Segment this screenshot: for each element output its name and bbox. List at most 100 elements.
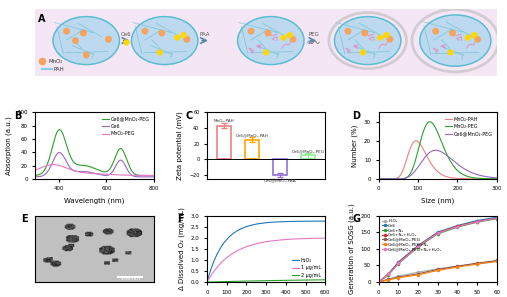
Line: H₂O₂: H₂O₂ [207, 221, 325, 282]
H₂O₂ [204, 279, 210, 282]
Point [39, 58, 47, 63]
Ce6 [395, 260, 402, 264]
MnO₂-PAH [491, 177, 497, 181]
Ce6@MnO₂-PEG [433, 148, 439, 152]
Bar [273, 159, 287, 175]
Point [79, 31, 87, 35]
Line: MnO₂-PEG: MnO₂-PEG [35, 165, 154, 176]
Ce6+N₂ [494, 217, 500, 221]
MnO₂-PEG [440, 144, 446, 148]
Ce6+N₂+H₂O₂ [415, 244, 421, 248]
Ce6@MnO₂-PEG+N₂ [385, 278, 391, 282]
Ce6@MnO₂-PEG [32, 173, 39, 177]
Legend: Ce6@MnO₂-PEG, Ce6, MnO₂-PEG: Ce6@MnO₂-PEG, Ce6, MnO₂-PEG [100, 115, 152, 138]
Point [141, 29, 149, 34]
Line: Ce6: Ce6 [378, 216, 498, 283]
MnO₂-PEG [130, 173, 136, 177]
Text: A: A [38, 14, 45, 24]
Point [122, 40, 130, 45]
Circle shape [53, 17, 120, 64]
Ce6+N₂+H₂O₂ [376, 280, 382, 284]
Legend: H₂O₂, 1 μg/mL, 2 μg/mL: H₂O₂, 1 μg/mL, 2 μg/mL [290, 256, 323, 280]
Ce6@MnO₂-PEG [494, 176, 500, 180]
Ce6@MnO₂-PEG+N₂+H₂O₂ [494, 217, 500, 220]
H₂O₂ [204, 280, 210, 284]
Ce6@MnO₂-PEG+N₂+H₂O₂ [415, 245, 421, 248]
H₂O₂ [274, 220, 280, 224]
Point [447, 50, 455, 55]
MnO₂-PAH [413, 139, 419, 143]
Ce6 [32, 175, 39, 178]
Ce6+N₂+H₂O₂ [454, 225, 460, 228]
Point [158, 31, 166, 35]
Legend: H₂O₂, Ce6, Ce6+N₂, Ce6+N₂+H₂O₂, Ce6@MnO₂-PEG, Ce6@MnO₂-PEG+N₂, Ce6@MnO₂-PEG+N₂+H: H₂O₂, Ce6, Ce6+N₂, Ce6+N₂+H₂O₂, Ce6@MnO₂… [381, 218, 444, 253]
Ce6@MnO₂-PEG [494, 259, 500, 262]
FancyBboxPatch shape [31, 7, 501, 77]
H₂O₂ [385, 277, 391, 281]
Ce6@MnO₂-PEG+N₂+H₂O₂ [376, 280, 382, 284]
Point [262, 50, 270, 55]
Point [376, 35, 384, 40]
Line: MnO₂-PAH: MnO₂-PAH [379, 141, 497, 179]
Ce6@MnO₂-PEG [97, 169, 103, 172]
Ce6@MnO₂-PEG+N₂+H₂O₂ [474, 220, 480, 224]
H₂O₂ [494, 260, 500, 263]
Ce6+N₂+H₂O₂ [434, 231, 441, 235]
Y-axis label: Δ Dissolved O₂ (mg/mL): Δ Dissolved O₂ (mg/mL) [178, 207, 185, 290]
H₂O₂ [395, 274, 402, 278]
Point [82, 53, 90, 57]
Ce6@MnO₂-PEG [454, 264, 460, 268]
2 μg/mL [322, 278, 329, 282]
Text: B: B [14, 111, 22, 121]
Line: 1 μg/mL: 1 μg/mL [207, 238, 325, 282]
Ce6@MnO₂-PEG [90, 166, 96, 169]
Point [62, 29, 70, 34]
1 μg/mL [311, 236, 317, 240]
Point [173, 35, 182, 40]
Text: Ce6@MnO₂-PEG: Ce6@MnO₂-PEG [292, 149, 325, 153]
MnO₂-PAH [433, 168, 439, 172]
MnO₂-PEG [97, 172, 103, 176]
Ce6 [103, 174, 109, 177]
Ce6+N₂ [415, 245, 421, 249]
Y-axis label: Zeta potential (mV): Zeta potential (mV) [177, 111, 184, 180]
Legend: MnO₂-PAH, MnO₂-PEG, Ce6@MnO₂-PEG: MnO₂-PAH, MnO₂-PEG, Ce6@MnO₂-PEG [443, 115, 494, 138]
Circle shape [238, 17, 304, 64]
Ce6@MnO₂-PEG+N₂ [395, 276, 402, 279]
MnO₂-PEG [90, 172, 96, 175]
Text: G: G [352, 214, 360, 224]
Ce6+N₂ [474, 220, 480, 224]
X-axis label: Size (nm): Size (nm) [421, 197, 454, 203]
MnO₂-PAH [376, 177, 382, 181]
Point [474, 37, 482, 42]
Line: MnO₂-PEG: MnO₂-PEG [379, 122, 497, 179]
Ce6@MnO₂-PEG [130, 170, 136, 174]
Ce6@MnO₂-PEG+N₂+H₂O₂ [434, 231, 441, 235]
Ce6 [454, 224, 460, 227]
Text: PEG: PEG [308, 31, 319, 37]
Circle shape [420, 15, 491, 66]
Ce6@MnO₂-PEG+N₂ [376, 280, 382, 284]
2 μg/mL [204, 280, 210, 284]
H₂O₂ [474, 262, 480, 266]
Ce6@MnO₂-PEG [395, 275, 402, 279]
Point [383, 33, 391, 37]
Ce6@MnO₂-PEG [148, 174, 154, 177]
Point [179, 33, 188, 37]
MnO₂-PAH [432, 168, 438, 171]
Y-axis label: Absorption (a.u.): Absorption (a.u.) [5, 116, 12, 175]
Point [285, 33, 294, 37]
Ce6+N₂ [434, 232, 441, 236]
Text: MnO₂: MnO₂ [48, 59, 63, 64]
1 μg/mL [322, 236, 329, 240]
Ce6@MnO₂-PEG [376, 280, 382, 284]
MnO₂-PAH [473, 177, 479, 181]
2 μg/mL [311, 278, 317, 282]
Line: Ce6@MnO₂-PEG: Ce6@MnO₂-PEG [35, 130, 154, 176]
H₂O₂ [276, 220, 282, 224]
Point [448, 31, 456, 35]
Ce6@MnO₂-PEG [415, 272, 421, 276]
MnO₂-PAH [446, 176, 452, 179]
MnO₂-PEG [32, 168, 39, 172]
Ce6@MnO₂-PEG [440, 151, 446, 154]
